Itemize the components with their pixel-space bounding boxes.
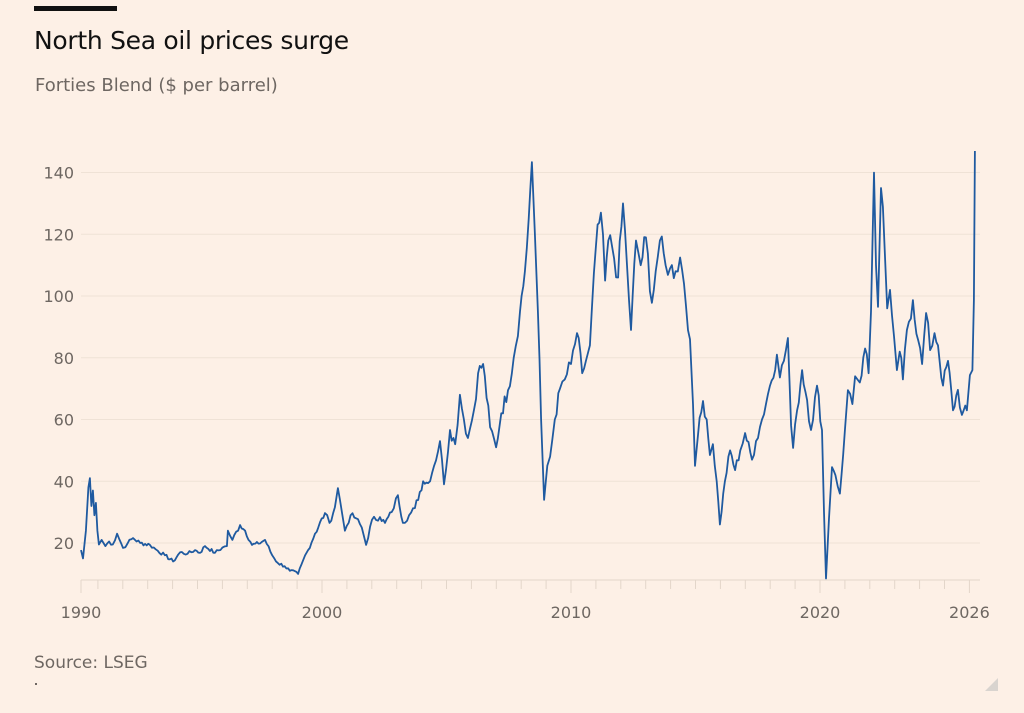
y-tick-label: 120: [43, 225, 74, 244]
y-tick-label: 40: [54, 472, 74, 491]
resize-handle-icon[interactable]: [985, 678, 998, 691]
x-tick-label: 1990: [61, 603, 102, 622]
x-tick-label: 2010: [551, 603, 592, 622]
y-tick-label: 60: [54, 411, 74, 430]
source-note: Source: LSEG: [34, 653, 148, 673]
y-axis-labels: 20 40 60 80 100 120 140: [43, 164, 74, 553]
series-group: [80, 150, 976, 580]
footnote-dot: [35, 683, 37, 685]
y-tick-label: 100: [43, 287, 74, 306]
chart-subtitle: Forties Blend ($ per barrel): [35, 75, 278, 96]
x-tick-label: 2026: [949, 603, 990, 622]
chart-title: North Sea oil prices surge: [34, 26, 349, 55]
y-tick-label: 80: [54, 349, 74, 368]
x-axis-labels: 1990 2000 2010 2020 2026: [61, 603, 990, 622]
y-tick-label: 20: [54, 534, 74, 553]
series-line-forties-blend: [80, 150, 976, 580]
gridlines: [81, 172, 980, 544]
y-tick-label: 140: [43, 164, 74, 183]
top-rule: [34, 6, 117, 11]
x-tick-label: 2020: [800, 603, 841, 622]
x-axis: [80, 579, 980, 593]
x-tick-label: 2000: [302, 603, 343, 622]
